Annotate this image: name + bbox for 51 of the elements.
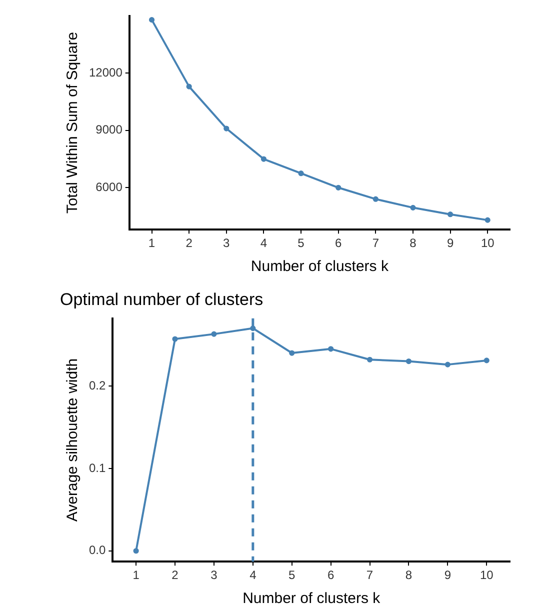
y-tick-label: 12000 [88,66,123,80]
y-tick-label: 0.2 [88,378,106,392]
point [148,17,155,23]
x-tick-label: 5 [298,236,305,250]
point [447,212,454,218]
x-tick-label: 1 [132,568,140,582]
point [172,336,178,342]
x-tick-label: 10 [480,236,495,250]
point [410,204,416,210]
x-tick-label: 4 [250,568,257,582]
x-tick-label: 3 [223,236,230,250]
y-tick-label: 0.0 [88,543,106,558]
x-tick-label: 7 [372,236,380,250]
point [444,362,450,368]
x-tick-label: 9 [446,236,454,250]
x-tick-label: 7 [366,568,374,582]
point [484,358,490,364]
x-tick-label: 6 [335,236,342,250]
x-axis-title: Number of clusters k [250,258,389,276]
x-tick-label: 5 [288,568,296,582]
x-tick-label: 2 [172,568,179,582]
point [298,170,304,176]
point [289,350,295,356]
chart-title: Optimal number of clusters [60,290,264,309]
x-tick-label: 1 [148,236,156,250]
x-tick-label: 8 [405,568,412,582]
point [224,126,230,132]
point [250,325,256,332]
x-tick-label: 2 [186,236,193,250]
point [211,331,217,337]
x-tick-label: 6 [327,568,334,582]
x-tick-label: 3 [210,568,218,582]
point [406,358,412,364]
x-axis-title: Number of clusters k [242,590,381,608]
y-tick-label: 0.1 [88,460,106,475]
point [328,346,334,352]
point [186,84,192,90]
point [372,196,378,202]
point [133,548,139,554]
x-tick-label: 9 [444,568,452,582]
y-tick-label: 9000 [96,122,123,137]
point [366,356,373,362]
x-tick-label: 10 [480,568,494,582]
y-axis-title: Average silhouette width [64,358,82,522]
y-axis-title: Total Within Sum of Square [64,32,82,214]
point [484,217,490,223]
x-tick-label: 8 [410,236,417,250]
point [260,156,267,162]
y-tick-label: 6000 [96,180,123,194]
x-tick-label: 4 [260,236,268,250]
point [336,184,342,190]
